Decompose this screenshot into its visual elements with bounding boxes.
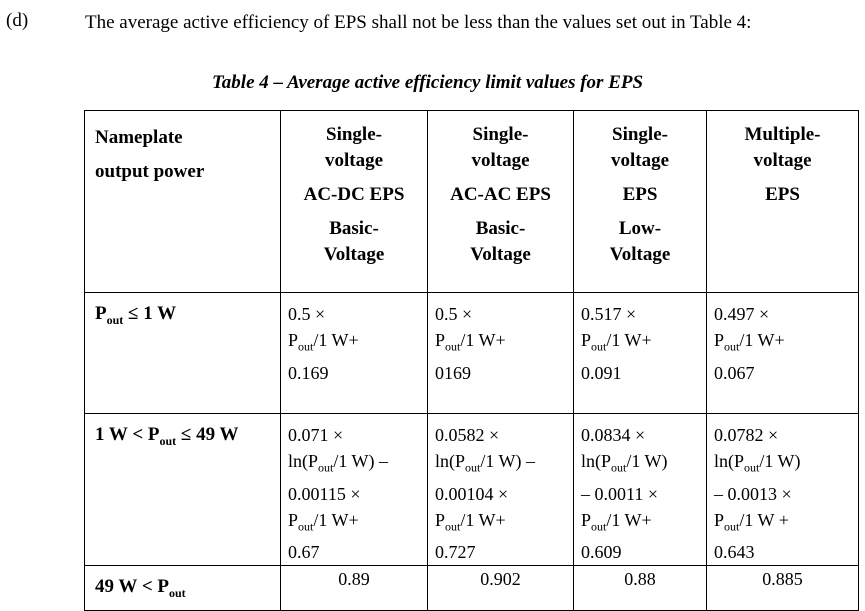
cell-line: 0.885 bbox=[762, 569, 803, 590]
table-header-row: Nameplate output power Single- voltage A… bbox=[84, 110, 859, 293]
header-single-voltage-ac-ac: Single- voltage AC-AC EPS Basic- Voltage bbox=[427, 110, 574, 293]
table-row: 1 W < Pout ≤ 49 W 0.071 × ln(Pout/1 W) –0… bbox=[84, 412, 859, 567]
table-row: Pout ≤ 1 W 0.5 × Pout/1 W+ 0.169 0.5 × Pout… bbox=[84, 292, 859, 414]
header-nameplate-output-power: Nameplate output power bbox=[84, 110, 281, 293]
cell-line: ln(Pout/1 W) – bbox=[435, 451, 536, 475]
cell-line: 0.902 bbox=[480, 569, 521, 590]
table-cell: 0.88 bbox=[573, 565, 707, 611]
cell-line: Pout/1 W+ bbox=[714, 330, 785, 354]
cell-line: Pout/1 W+ bbox=[435, 509, 506, 534]
paragraph-text: The average active efficiency of EPS sha… bbox=[85, 12, 752, 33]
table-cell: 0.0782 × ln(Pout/1 W) – 0.0013 × Pout/1 W +… bbox=[706, 412, 859, 567]
cell-line: – 0.0011 × bbox=[581, 483, 658, 504]
cell-line: Pout/1 W+ bbox=[288, 509, 359, 534]
cell-line: 0.00115 × bbox=[288, 483, 361, 504]
table-cell: 0.0834 × ln(Pout/1 W) – 0.0011 × Pout/1 W+ 0… bbox=[573, 412, 707, 567]
cell-line: ln(Pout/1 W) bbox=[581, 451, 668, 475]
table-caption: Table 4 – Average active efficiency limi… bbox=[211, 72, 644, 93]
table-cell: 0.0582 × ln(Pout/1 W) – 0.00104 × Pout/1 W+… bbox=[427, 412, 574, 567]
cell-line: 0.88 bbox=[624, 569, 656, 590]
table-cell: 0.885 bbox=[706, 565, 859, 611]
row-label: Pout ≤ 1 W bbox=[84, 292, 281, 414]
cell-line: 0.0582 × bbox=[435, 425, 500, 445]
row-label: 49 W < Pout bbox=[84, 565, 281, 611]
cell-line: ln(Pout/1 W) bbox=[714, 451, 801, 475]
table-cell: 0.5 × Pout/1 W+ 0.169 bbox=[280, 292, 428, 414]
efficiency-limits-table: Nameplate output power Single- voltage A… bbox=[84, 110, 859, 611]
cell-line: 0.067 bbox=[714, 362, 755, 383]
table-cell: 0.497 × Pout/1 W+ 0.067 bbox=[706, 292, 859, 414]
cell-line: 0.169 bbox=[288, 362, 329, 383]
cell-line: – 0.0013 × bbox=[714, 483, 792, 504]
header-multiple-voltage: Multiple- voltage EPS bbox=[706, 110, 859, 293]
cell-line: Pout/1 W+ bbox=[435, 330, 506, 354]
paragraph-label: (d) bbox=[6, 10, 29, 31]
header-single-voltage-ac-dc: Single- voltage AC-DC EPS Basic- Voltage bbox=[280, 110, 428, 293]
table-cell: 0.517 × Pout/1 W+ 0.091 bbox=[573, 292, 707, 414]
table-cell: 0.5 × Pout/1 W+ 0169 bbox=[427, 292, 574, 414]
cell-line: 0.609 bbox=[581, 542, 622, 563]
cell-line: 0.00104 × bbox=[435, 483, 509, 504]
cell-line: Pout/1 W+ bbox=[581, 509, 652, 534]
cell-line: 0.0782 × bbox=[714, 425, 779, 445]
table-cell: 0.071 × ln(Pout/1 W) – 0.00115 × Pout/1 W+ 0… bbox=[280, 412, 428, 567]
table-row: 49 W < Pout 0.89 0.902 0.88 0.885 bbox=[84, 565, 859, 611]
cell-line: 0.497 × bbox=[714, 304, 770, 324]
cell-line: 0.5 × bbox=[288, 304, 326, 324]
cell-line: Pout/1 W+ bbox=[288, 330, 359, 354]
cell-line: 0.0834 × bbox=[581, 425, 646, 445]
header-single-voltage-low: Single- voltage EPS Low- Voltage bbox=[573, 110, 707, 293]
table-cell: 0.89 bbox=[280, 565, 428, 611]
cell-line: ln(Pout/1 W) – bbox=[288, 451, 389, 475]
cell-line: Pout/1 W+ bbox=[581, 330, 652, 354]
row-label: 1 W < Pout ≤ 49 W bbox=[84, 412, 281, 567]
cell-line: Pout/1 W + bbox=[714, 509, 789, 534]
cell-line: 0.5 × bbox=[435, 304, 473, 324]
cell-line: 0.727 bbox=[435, 542, 476, 563]
table-cell: 0.902 bbox=[427, 565, 574, 611]
cell-line: 0.643 bbox=[714, 542, 755, 563]
cell-line: 0.67 bbox=[288, 542, 320, 563]
cell-line: 0169 bbox=[435, 362, 471, 383]
cell-line: 0.517 × bbox=[581, 304, 637, 324]
cell-line: 0.091 bbox=[581, 362, 622, 383]
cell-line: 0.89 bbox=[338, 569, 370, 590]
cell-line: 0.071 × bbox=[288, 425, 344, 445]
